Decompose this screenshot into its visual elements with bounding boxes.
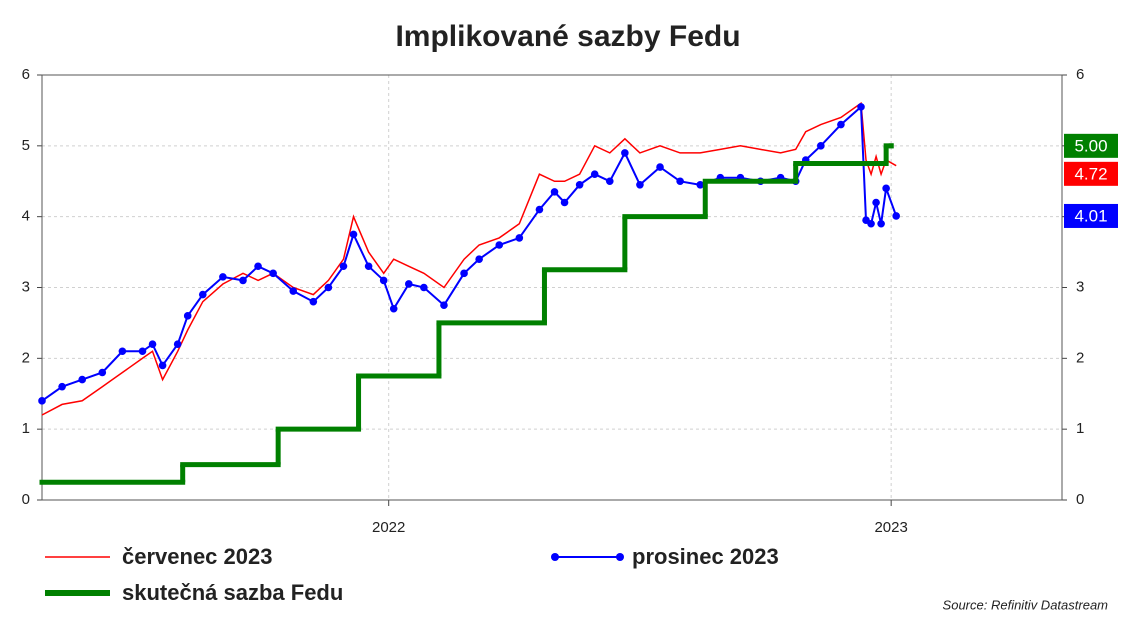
point bbox=[58, 382, 66, 391]
point bbox=[495, 241, 504, 249]
value-label: 4.72 bbox=[1074, 164, 1107, 183]
point bbox=[636, 180, 644, 189]
point bbox=[440, 301, 448, 310]
point bbox=[857, 103, 865, 111]
point bbox=[621, 149, 629, 157]
y-tick-label: 6 bbox=[22, 66, 30, 83]
point bbox=[183, 312, 192, 320]
point bbox=[269, 269, 277, 278]
point bbox=[324, 283, 333, 292]
point bbox=[590, 170, 599, 178]
point bbox=[535, 205, 544, 214]
y-tick-label: 0 bbox=[22, 491, 30, 508]
point bbox=[872, 198, 880, 207]
y2-tick-label: 2 bbox=[1076, 349, 1084, 366]
point bbox=[289, 287, 298, 295]
value-label: 4.01 bbox=[1074, 206, 1107, 225]
point bbox=[575, 180, 584, 189]
source: Source: Refinitiv Datastream bbox=[943, 597, 1109, 612]
point bbox=[38, 397, 46, 405]
point bbox=[254, 262, 262, 271]
point bbox=[696, 180, 705, 189]
x-tick-label: 2023 bbox=[874, 519, 907, 536]
legend-marker bbox=[616, 553, 624, 561]
point bbox=[404, 280, 413, 288]
y-tick-label: 2 bbox=[22, 349, 30, 366]
legend-label: červenec 2023 bbox=[122, 544, 272, 569]
point bbox=[676, 177, 684, 186]
value-label-box bbox=[1064, 161, 1118, 186]
point bbox=[364, 262, 373, 271]
point bbox=[475, 255, 483, 263]
point bbox=[118, 347, 127, 356]
point bbox=[550, 188, 559, 196]
y-tick-label: 4 bbox=[22, 208, 30, 225]
value-label-box bbox=[1064, 133, 1118, 158]
point bbox=[98, 368, 107, 377]
point bbox=[420, 283, 428, 292]
point bbox=[158, 361, 167, 370]
point bbox=[309, 297, 318, 306]
x-tick-label: 2022 bbox=[372, 519, 405, 536]
point bbox=[892, 212, 900, 220]
point bbox=[515, 234, 524, 242]
point bbox=[148, 340, 157, 348]
y-tick-label: 1 bbox=[22, 420, 30, 437]
point bbox=[379, 276, 388, 285]
y2-tick-label: 6 bbox=[1076, 66, 1084, 83]
point bbox=[560, 198, 569, 207]
y-tick-label: 3 bbox=[22, 278, 30, 295]
point bbox=[349, 230, 358, 239]
legend-marker bbox=[551, 553, 559, 561]
point bbox=[460, 269, 468, 278]
point bbox=[389, 304, 398, 313]
legend-label: prosinec 2023 bbox=[632, 544, 779, 569]
point bbox=[877, 219, 885, 228]
y-tick-label: 5 bbox=[22, 137, 30, 154]
point bbox=[817, 142, 825, 150]
point bbox=[656, 163, 664, 171]
y2-tick-label: 1 bbox=[1076, 420, 1084, 437]
value-label: 5.00 bbox=[1074, 136, 1107, 155]
series-line bbox=[41, 101, 897, 416]
point bbox=[239, 276, 247, 285]
value-label-box bbox=[1064, 203, 1118, 228]
legend-label: skutečná sazba Fedu bbox=[122, 580, 343, 605]
point bbox=[219, 273, 227, 281]
chart-title: Implikované sazby Fedu bbox=[395, 20, 740, 53]
point bbox=[198, 290, 207, 299]
point bbox=[605, 177, 614, 186]
point bbox=[867, 219, 875, 228]
point bbox=[339, 262, 348, 271]
point bbox=[837, 120, 845, 129]
point bbox=[138, 347, 147, 356]
point bbox=[173, 340, 182, 348]
plot-frame bbox=[41, 74, 1063, 501]
y2-tick-label: 3 bbox=[1076, 278, 1084, 295]
point bbox=[78, 375, 86, 384]
y2-tick-label: 0 bbox=[1076, 491, 1084, 508]
point bbox=[882, 184, 890, 193]
